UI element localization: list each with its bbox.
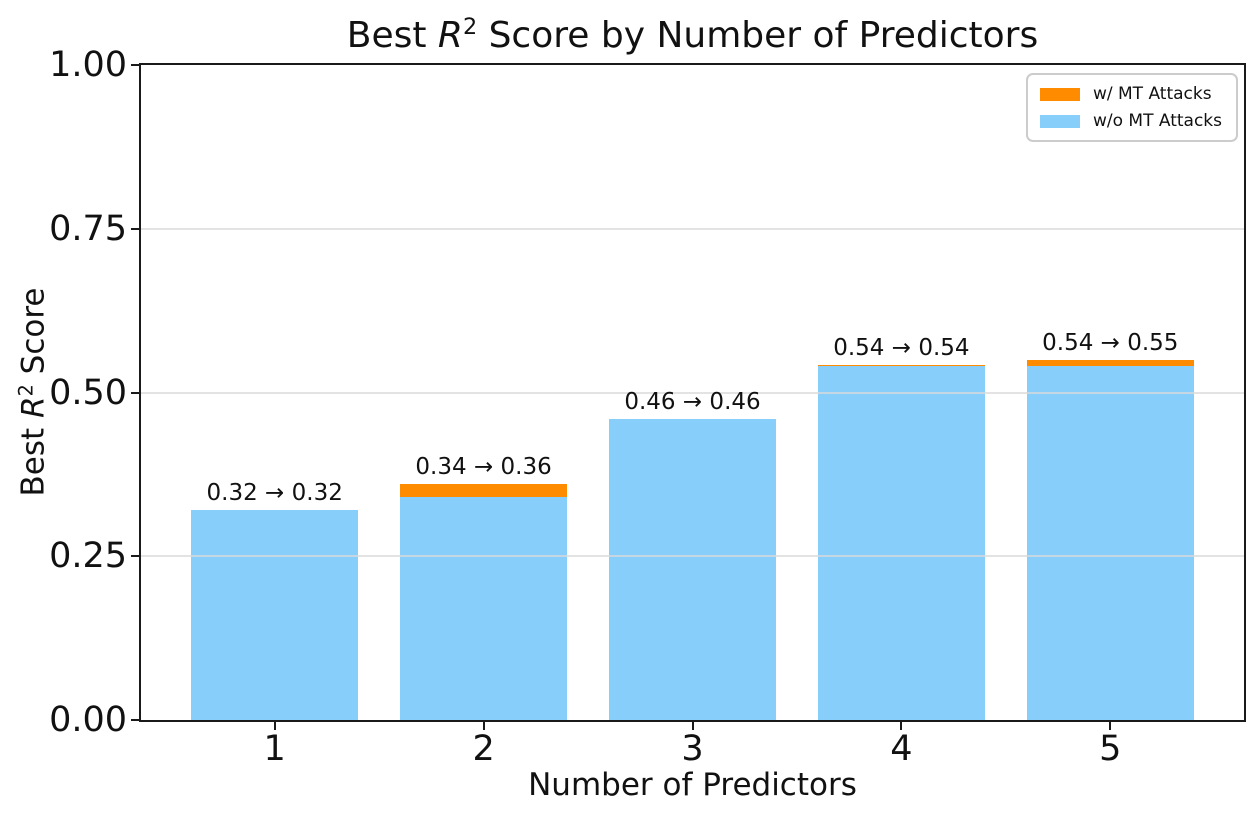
bar-mt-attack-4	[817, 364, 985, 367]
x-tick-mark-2	[482, 722, 485, 730]
bar-value-label-2: 0.34 → 0.36	[415, 454, 552, 481]
x-tick-mark-1	[273, 722, 276, 730]
bar-no-attack-5	[1026, 366, 1194, 720]
bar-no-attack-4	[817, 366, 985, 720]
blue-swatch	[1039, 114, 1080, 128]
x-axis-label: Number of Predictors	[528, 767, 857, 803]
title-text: Best	[346, 15, 438, 56]
x-tick-mark-5	[1109, 722, 1112, 730]
bar-value-label-4: 0.54 → 0.54	[833, 334, 970, 361]
y-tick-mark-0	[131, 719, 139, 721]
y-tick-label-0.25: 0.25	[49, 536, 127, 577]
legend-label: w/ MT Attacks	[1092, 84, 1212, 104]
gridline-y-0.75	[141, 227, 1244, 230]
y-label-text-rest: Score	[15, 287, 52, 385]
bar-mt-attack-5	[1026, 359, 1194, 367]
bar-value-label-1: 0.32 → 0.32	[206, 480, 343, 507]
x-tick-mark-4	[900, 722, 903, 730]
bar-value-label-5: 0.54 → 0.55	[1042, 329, 1179, 356]
x-tick-label-5: 5	[1099, 729, 1122, 769]
x-tick-label-4: 4	[890, 729, 913, 769]
orange-swatch	[1039, 87, 1080, 101]
legend-label: w/o MT Attacks	[1092, 111, 1222, 131]
x-tick-label-2: 2	[472, 729, 495, 769]
y-tick-label-0.75: 0.75	[49, 208, 127, 249]
y-tick-mark-0.75	[131, 227, 139, 230]
y-tick-mark-0.5	[131, 391, 139, 394]
x-tick-label-1: 1	[263, 729, 286, 769]
bar-value-label-3: 0.46 → 0.46	[624, 388, 761, 415]
legend-item-without-attacks: w/o MT Attacks	[1039, 111, 1222, 131]
y-tick-label-0: 0.00	[49, 700, 127, 740]
y-tick-label-0.5: 0.50	[49, 372, 127, 413]
y-label-text: Best	[15, 417, 52, 497]
title-text-rest: Score by Number of Predictors	[477, 15, 1039, 56]
x-tick-mark-3	[691, 722, 694, 730]
y-tick-label-1: 1.00	[49, 45, 127, 85]
x-tick-label-3: 3	[681, 729, 704, 769]
bar-no-attack-3	[608, 418, 777, 720]
title-superscript: 2	[462, 14, 478, 40]
bar-no-attack-1	[191, 510, 359, 720]
plot-area: 0.32 → 0.32 0.34 → 0.36 0.46 → 0.46 0.54 → …	[139, 63, 1246, 722]
legend-item-with-attacks: w/ MT Attacks	[1039, 84, 1222, 104]
bar-no-attack-2	[400, 497, 568, 720]
title-math-r: R	[437, 15, 463, 56]
y-tick-mark-0.25	[131, 555, 139, 558]
chart-title: Best R2 Score by Number of Predictors	[139, 5, 1246, 58]
legend: w/ MT Attacks w/o MT Attacks	[1025, 73, 1238, 142]
y-tick-mark-1	[131, 64, 139, 66]
bar-mt-attack-2	[400, 484, 568, 498]
